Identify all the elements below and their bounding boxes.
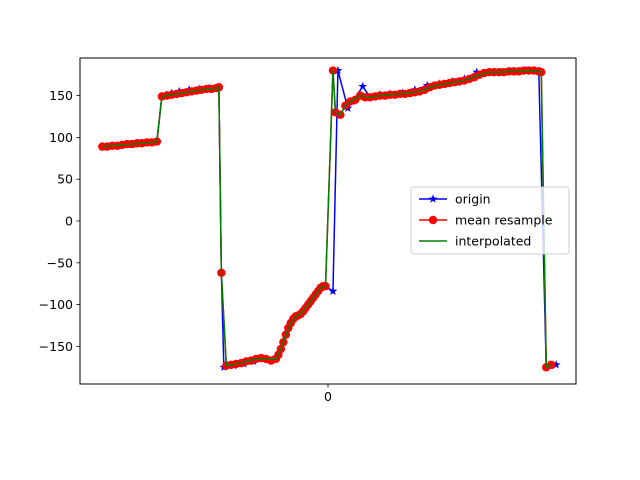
y-tick-label: −150 — [39, 339, 73, 354]
data-point-star — [333, 65, 343, 75]
data-point-star — [358, 81, 368, 91]
series-layer — [97, 65, 561, 372]
legend-label: origin — [455, 192, 491, 207]
legend-label: mean resample — [455, 213, 553, 228]
legend-marker-star — [428, 194, 438, 203]
y-tick-label: −100 — [39, 297, 73, 312]
legend: origin mean resample interpolated — [410, 186, 570, 255]
legend-marker-circle — [428, 215, 438, 225]
legend-box — [410, 186, 570, 255]
y-tick-label: 0 — [65, 214, 73, 229]
data-point-star — [328, 286, 338, 295]
y-tick-label: 100 — [49, 130, 73, 145]
series-line — [102, 69, 552, 369]
series-interpolated — [102, 69, 552, 369]
y-tick-label: 50 — [57, 172, 73, 187]
y-tick-label: −50 — [47, 255, 73, 270]
legend-label: interpolated — [455, 234, 531, 249]
y-tick-label: 150 — [49, 88, 73, 103]
data-point-star — [551, 360, 561, 369]
x-tick-label: 0 — [324, 389, 332, 404]
axis-layer: 150 100 50 0 −50 −100 −150 0 — [39, 88, 332, 404]
